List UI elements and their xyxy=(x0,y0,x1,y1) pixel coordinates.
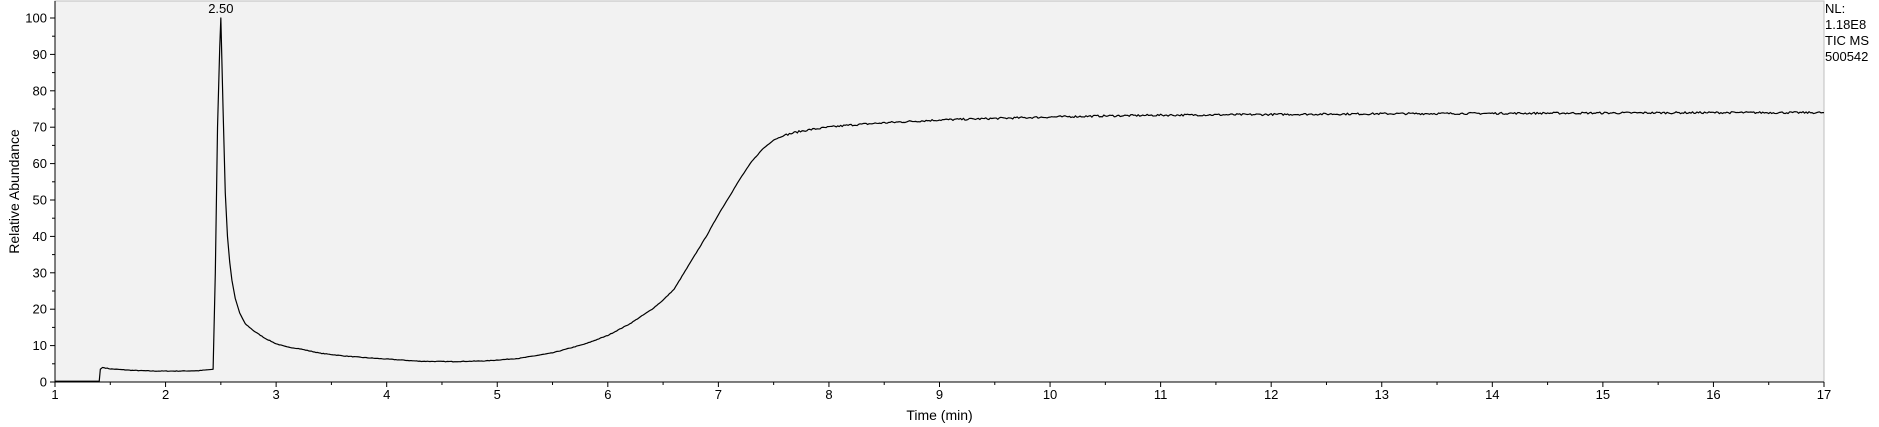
file-name-label: 500542 xyxy=(1825,49,1869,64)
y-tick-label: 40 xyxy=(33,229,47,244)
nl-value: 1.18E8 xyxy=(1825,17,1867,32)
y-tick-label: 80 xyxy=(33,83,47,98)
x-tick-label: 7 xyxy=(715,387,722,402)
x-tick-label: 5 xyxy=(494,387,501,402)
y-tick-label: 20 xyxy=(33,302,47,317)
x-tick-label: 4 xyxy=(383,387,390,402)
y-tick-label: 10 xyxy=(33,338,47,353)
y-tick-label: 30 xyxy=(33,265,47,280)
plot-area xyxy=(54,0,1825,383)
y-tick-label: 60 xyxy=(33,156,47,171)
trace-layer xyxy=(55,17,1825,382)
x-tick-label: 10 xyxy=(1043,387,1057,402)
y-axis-title: Relative Abundance xyxy=(6,129,22,254)
x-tick-label: 14 xyxy=(1485,387,1499,402)
scan-filter-label: TIC MS xyxy=(1825,33,1870,48)
series-line xyxy=(55,17,1825,382)
x-tick-label: 6 xyxy=(604,387,611,402)
peak-label: 2.50 xyxy=(208,1,233,16)
x-tick-label: 13 xyxy=(1375,387,1389,402)
y-tick-label: 100 xyxy=(25,11,47,26)
y-tick-label: 90 xyxy=(33,47,47,62)
ticks-layer: 1 2 3 4 5 6 7 8 9 10 11 12 13 14 15 16 17010203040506070… xyxy=(25,11,1831,403)
x-axis-title: Time (min) xyxy=(906,407,972,423)
x-tick-label: 16 xyxy=(1706,387,1720,402)
x-tick-label: 17 xyxy=(1817,387,1831,402)
y-tick-label: 0 xyxy=(40,375,47,390)
trace-info-panel: NL: 1.18E8 TIC MS 500542 xyxy=(1825,1,1869,65)
x-tick-label: 15 xyxy=(1596,387,1610,402)
y-tick-label: 50 xyxy=(33,193,47,208)
y-tick-label: 70 xyxy=(33,120,47,135)
x-tick-label: 1 xyxy=(51,387,58,402)
x-tick-label: 3 xyxy=(273,387,280,402)
x-tick-label: 11 xyxy=(1154,387,1168,402)
x-tick-label: 2 xyxy=(162,387,169,402)
x-tick-label: 12 xyxy=(1264,387,1278,402)
x-tick-label: 8 xyxy=(825,387,832,402)
nl-label: NL: xyxy=(1825,1,1846,16)
x-tick-label: 9 xyxy=(936,387,943,402)
annotations-layer: 2.50 xyxy=(208,1,233,16)
